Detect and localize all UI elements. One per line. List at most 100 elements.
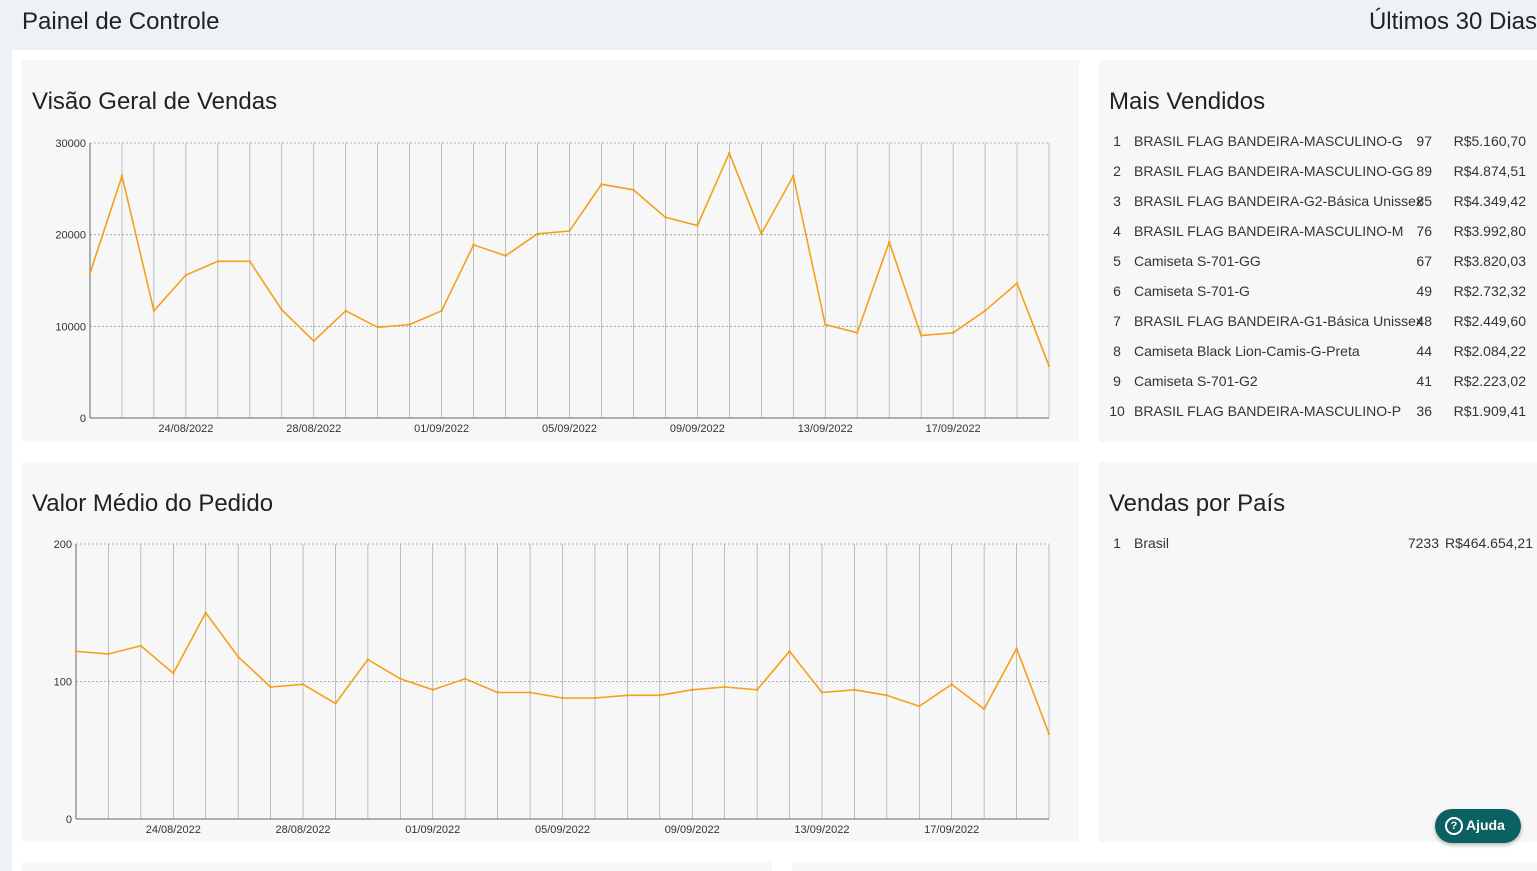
data-point [152,309,156,312]
data-point [918,705,921,708]
x-tick-label: 09/09/2022 [670,423,725,435]
sales-overview-chart: 0 10000 20000 30000 24/08/2022 28/08/2022 01/0… [55,138,1051,435]
data-point [440,309,443,312]
quantity: 49 [1416,283,1432,299]
data-point [723,685,726,689]
data-point [399,677,402,680]
data-point [334,702,337,705]
data-point [691,688,694,691]
x-tick-label: 01/09/2022 [414,423,469,435]
x-tick-label: 24/08/2022 [158,423,213,435]
total-value: R$4.349,42 [1453,193,1526,209]
list-item: 6 Camiseta S-701-G 49 R$2.732,32 [1099,283,1537,313]
avg-order-card: Valor Médio do Pedido 0 100 200 24/08/2022 2… [22,462,1079,842]
data-point [269,685,272,689]
data-point [216,260,220,263]
product-name: BRASIL FLAG BANDEIRA-MASCULINO-GG [1134,163,1414,179]
data-point [856,331,859,334]
total-value: R$2.223,02 [1453,373,1526,389]
data-point [366,658,370,661]
data-point [536,232,539,235]
total-value: R$1.909,41 [1453,403,1526,419]
rank: 10 [1109,403,1125,419]
data-point [496,691,499,694]
question-circle-icon: ? [1445,817,1463,835]
data-point [885,694,889,697]
data-point [632,188,635,191]
data-point [561,696,564,700]
list-item: 9 Camiseta S-701-G2 41 R$2.223,02 [1099,373,1537,403]
rank: 1 [1113,535,1121,551]
period-selector[interactable]: Últimos 30 Dias [1368,8,1537,35]
data-point [919,334,923,337]
x-tick-label: 28/08/2022 [286,423,341,435]
list-item: 5 Camiseta S-701-GG 67 R$3.820,03 [1099,253,1537,283]
x-tick-label: 13/09/2022 [798,423,853,435]
y-tick-label: 0 [66,814,72,826]
rank: 3 [1113,193,1121,209]
data-point [950,683,953,686]
x-tick-label: 13/09/2022 [794,824,849,836]
data-point [1015,282,1019,285]
top-sellers-card: Mais Vendidos 1 BRASIL FLAG BANDEIRA-MASC… [1099,60,1537,442]
x-tick-label: 24/08/2022 [146,824,201,836]
total-value: R$464.654,21 [1445,535,1533,551]
data-point [88,271,92,275]
data-point [788,650,791,653]
bottom-right-card [792,862,1537,871]
help-button[interactable]: ? Ajuda [1435,809,1521,843]
quantity: 44 [1416,343,1432,359]
card-title: Mais Vendidos [1109,88,1266,115]
top-bar: Painel de Controle Últimos 30 Dias [0,0,1537,44]
x-tick-label: 28/08/2022 [276,824,331,836]
quantity: 89 [1416,163,1432,179]
data-point [107,652,110,656]
data-point [301,683,305,686]
quantity: 36 [1416,403,1432,419]
rank: 6 [1113,283,1121,299]
y-tick-label: 100 [54,677,72,689]
data-point [120,174,124,178]
data-point [472,243,475,246]
product-name: BRASIL FLAG BANDEIRA-MASCULINO-P [1134,403,1402,419]
data-point [696,224,699,227]
product-name: Camiseta S-701-G [1134,283,1250,299]
data-point [464,677,467,680]
data-point [792,174,795,178]
list-item: 8 Camiseta Black Lion-Camis-G-Preta 44 R$2.… [1099,343,1537,373]
total-value: R$2.732,32 [1453,283,1526,299]
rank: 7 [1113,313,1121,329]
data-point [951,331,955,334]
product-name: BRASIL FLAG BANDEIRA-MASCULINO-M [1134,223,1404,239]
total-value: R$2.084,22 [1453,343,1526,359]
data-point [982,707,986,711]
card-title: Valor Médio do Pedido [32,490,274,517]
data-point [1015,647,1018,650]
total-value: R$2.449,60 [1453,313,1526,329]
rank: 2 [1113,163,1121,179]
data-point [887,240,891,244]
rank: 8 [1113,343,1121,359]
y-tick-label: 200 [54,539,72,551]
product-name: Camiseta S-701-GG [1134,253,1261,269]
data-point [408,323,411,326]
product-name: BRASIL FLAG BANDEIRA-MASCULINO-G [1134,133,1403,149]
y-tick-label: 30000 [55,138,86,150]
data-point [760,232,763,235]
x-tick-label: 01/09/2022 [405,824,460,836]
quantity: 7233 [1407,535,1439,551]
product-name: Camiseta Black Lion-Camis-G-Preta [1134,343,1360,359]
avg-order-chart: 0 100 200 24/08/2022 28/08/2022 01/09/2022 05/… [54,539,1051,836]
x-tick-label: 17/09/2022 [926,423,981,435]
data-point [280,308,283,312]
data-point [248,260,252,263]
data-point [204,611,207,614]
data-point [236,655,240,658]
data-point [728,151,731,155]
data-point [139,644,143,647]
card-title: Visão Geral de Vendas [32,88,278,115]
rank: 5 [1113,253,1121,269]
bottom-left-card [22,862,772,871]
list-item: 4 BRASIL FLAG BANDEIRA-MASCULINO-M 76 R$3.9… [1099,223,1537,253]
y-tick-label: 10000 [55,321,86,333]
